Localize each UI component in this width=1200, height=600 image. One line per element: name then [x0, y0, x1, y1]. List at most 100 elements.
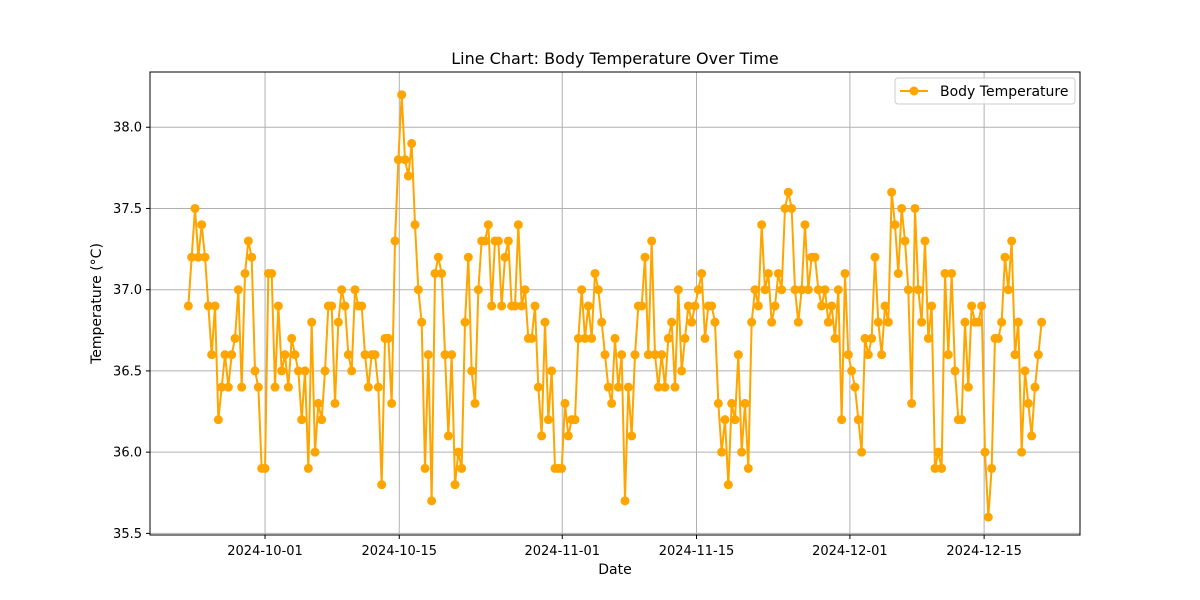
data-point — [780, 203, 790, 213]
data-point — [1013, 317, 1023, 327]
data-point — [997, 317, 1007, 327]
data-point — [673, 285, 683, 295]
data-point — [190, 203, 200, 213]
data-point — [250, 366, 260, 376]
data-point — [707, 301, 717, 311]
data-point — [1000, 252, 1010, 262]
data-point — [193, 252, 203, 262]
data-point — [450, 480, 460, 490]
data-point — [923, 333, 933, 343]
data-point — [543, 415, 553, 425]
data-point — [937, 463, 947, 473]
data-point — [583, 301, 593, 311]
data-point — [890, 220, 900, 230]
data-point — [577, 285, 587, 295]
data-point — [313, 398, 323, 408]
data-point — [217, 382, 227, 392]
data-point — [463, 252, 473, 262]
y-tick-label: 36.5 — [113, 364, 142, 379]
data-point — [743, 463, 753, 473]
data-point — [947, 268, 957, 278]
data-point — [273, 301, 283, 311]
data-point — [733, 350, 743, 360]
data-point — [547, 366, 557, 376]
data-point — [980, 447, 990, 457]
data-point — [1007, 236, 1017, 246]
data-point — [883, 317, 893, 327]
data-point — [453, 447, 463, 457]
x-tick-label: 2024-12-15 — [946, 544, 1022, 559]
data-point — [697, 268, 707, 278]
data-point — [900, 236, 910, 246]
y-axis: 35.5 36.0 36.5 37.0 37.5 38.0 — [113, 121, 150, 542]
data-point — [303, 463, 313, 473]
data-point — [400, 155, 410, 165]
data-point — [843, 350, 853, 360]
data-point — [720, 415, 730, 425]
data-point — [963, 382, 973, 392]
data-point — [747, 317, 757, 327]
data-point — [650, 350, 660, 360]
data-point — [373, 382, 383, 392]
data-point — [907, 398, 917, 408]
data-point — [623, 382, 633, 392]
data-point — [787, 203, 797, 213]
data-point — [1003, 285, 1013, 295]
data-point — [253, 382, 263, 392]
data-point — [783, 187, 793, 197]
data-point — [627, 431, 637, 441]
y-tick-label: 35.5 — [113, 527, 142, 542]
data-point — [440, 350, 450, 360]
data-point — [513, 220, 523, 230]
data-point — [930, 463, 940, 473]
data-point — [570, 415, 580, 425]
data-point — [340, 301, 350, 311]
data-point — [230, 333, 240, 343]
data-point — [603, 382, 613, 392]
data-point — [853, 415, 863, 425]
data-point — [420, 463, 430, 473]
data-point — [737, 447, 747, 457]
data-point — [753, 301, 763, 311]
data-point — [500, 252, 510, 262]
data-point — [823, 317, 833, 327]
data-point — [293, 366, 303, 376]
data-point — [1027, 431, 1037, 441]
y-tick-label: 38.0 — [113, 121, 142, 136]
data-point — [610, 333, 620, 343]
data-point — [730, 415, 740, 425]
data-point — [950, 366, 960, 376]
data-point — [277, 366, 287, 376]
data-point — [693, 285, 703, 295]
data-point — [680, 333, 690, 343]
data-point — [880, 301, 890, 311]
y-tick-label: 37.0 — [113, 283, 142, 298]
data-point — [327, 301, 337, 311]
data-point — [533, 382, 543, 392]
data-point — [243, 236, 253, 246]
data-point — [417, 317, 427, 327]
data-point — [333, 317, 343, 327]
data-point — [527, 333, 537, 343]
data-point — [660, 382, 670, 392]
data-point — [437, 268, 447, 278]
data-point — [413, 285, 423, 295]
data-point — [740, 398, 750, 408]
data-point — [357, 301, 367, 311]
data-point — [897, 203, 907, 213]
data-point — [683, 301, 693, 311]
data-point — [557, 463, 567, 473]
data-point — [717, 447, 727, 457]
data-point — [347, 366, 357, 376]
data-point — [300, 366, 310, 376]
data-point — [573, 333, 583, 343]
data-point — [777, 285, 787, 295]
data-point — [387, 398, 397, 408]
data-point — [760, 285, 770, 295]
data-point — [933, 447, 943, 457]
data-point — [723, 480, 733, 490]
data-point — [957, 415, 967, 425]
data-point — [887, 187, 897, 197]
data-point — [443, 431, 453, 441]
data-point — [910, 203, 920, 213]
